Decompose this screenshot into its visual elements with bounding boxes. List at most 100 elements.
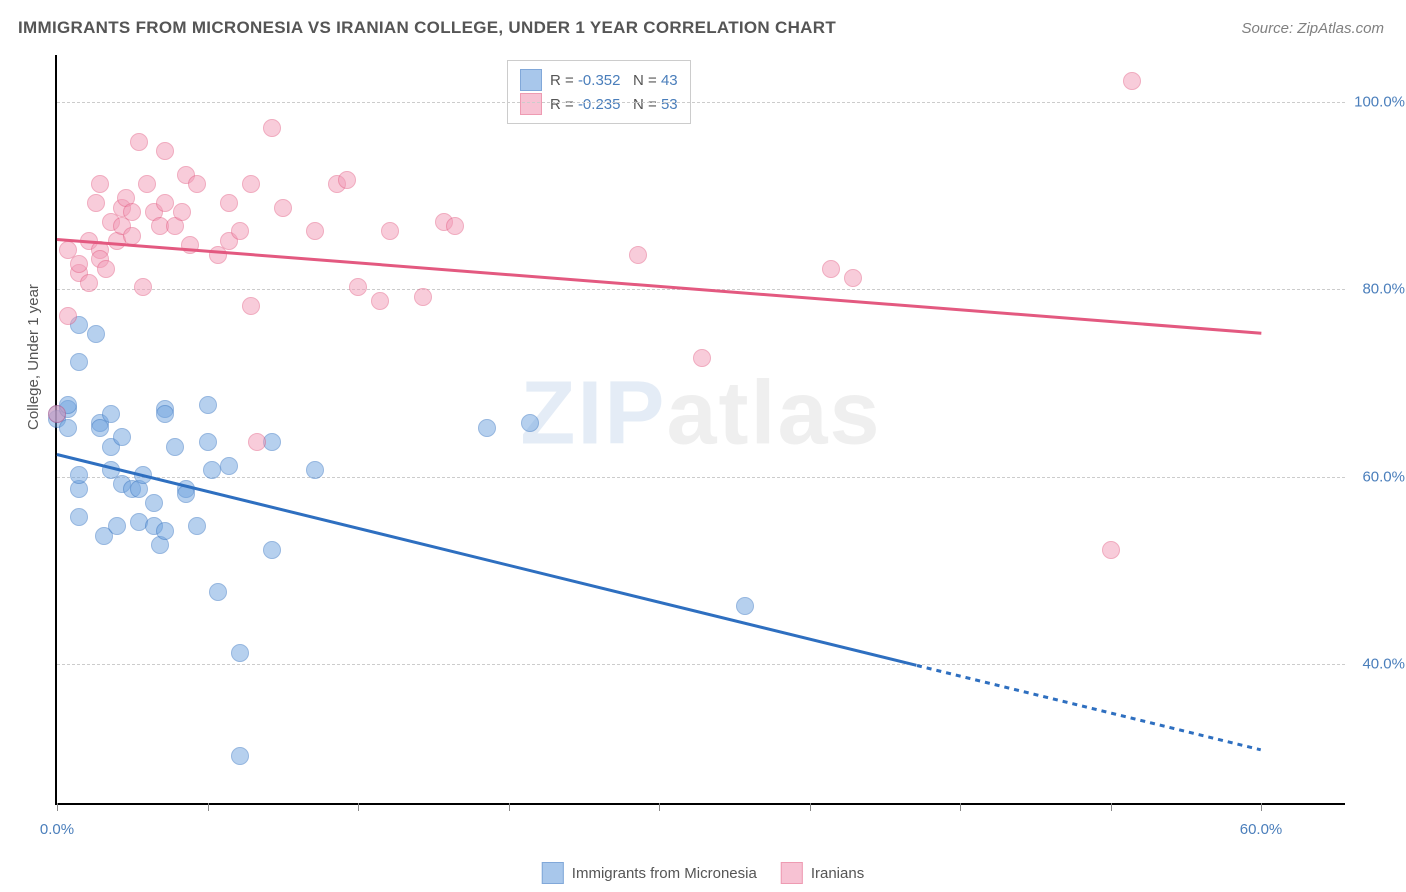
scatter-point xyxy=(80,274,98,292)
trend-line xyxy=(57,238,1261,334)
gridline xyxy=(57,664,1345,665)
scatter-point xyxy=(220,194,238,212)
scatter-point xyxy=(166,438,184,456)
trend-line xyxy=(57,453,918,666)
x-tick xyxy=(358,803,359,811)
legend-label: Immigrants from Micronesia xyxy=(572,865,757,882)
scatter-point xyxy=(173,203,191,221)
scatter-point xyxy=(156,142,174,160)
scatter-point xyxy=(48,405,66,423)
scatter-point xyxy=(134,278,152,296)
scatter-point xyxy=(381,222,399,240)
scatter-point xyxy=(274,199,292,217)
scatter-point xyxy=(242,297,260,315)
trend-line xyxy=(917,664,1262,751)
watermark-atlas: atlas xyxy=(666,364,881,464)
legend-item: Iranians xyxy=(781,862,864,884)
legend-row: R = -0.352 N = 43 xyxy=(520,69,678,91)
scatter-point xyxy=(248,433,266,451)
scatter-point xyxy=(70,466,88,484)
scatter-point xyxy=(306,222,324,240)
scatter-point xyxy=(59,307,77,325)
scatter-point xyxy=(156,522,174,540)
scatter-point xyxy=(87,325,105,343)
scatter-point xyxy=(521,414,539,432)
legend-stats: R = -0.235 N = 53 xyxy=(550,96,678,113)
scatter-point xyxy=(156,405,174,423)
legend-swatch xyxy=(542,862,564,884)
scatter-point xyxy=(145,494,163,512)
series-legend: Immigrants from Micronesia Iranians xyxy=(542,862,864,884)
x-tick xyxy=(659,803,660,811)
scatter-point xyxy=(220,457,238,475)
scatter-point xyxy=(70,353,88,371)
x-tick xyxy=(1261,803,1262,811)
watermark-zip: ZIP xyxy=(520,364,666,464)
scatter-point xyxy=(188,517,206,535)
legend-label: Iranians xyxy=(811,865,864,882)
scatter-point xyxy=(97,260,115,278)
legend-stats: R = -0.352 N = 43 xyxy=(550,72,678,89)
legend-swatch xyxy=(781,862,803,884)
scatter-point xyxy=(156,194,174,212)
scatter-point xyxy=(199,396,217,414)
scatter-point xyxy=(231,644,249,662)
x-tick xyxy=(57,803,58,811)
scatter-point xyxy=(629,246,647,264)
scatter-point xyxy=(91,175,109,193)
y-tick-label: 40.0% xyxy=(1362,656,1405,673)
scatter-point xyxy=(87,194,105,212)
legend-item: Immigrants from Micronesia xyxy=(542,862,757,884)
scatter-point xyxy=(414,288,432,306)
scatter-point xyxy=(188,175,206,193)
scatter-point xyxy=(70,508,88,526)
scatter-point xyxy=(70,255,88,273)
scatter-point xyxy=(102,405,120,423)
scatter-point xyxy=(306,461,324,479)
scatter-point xyxy=(478,419,496,437)
scatter-point xyxy=(822,260,840,278)
gridline xyxy=(57,477,1345,478)
scatter-point xyxy=(203,461,221,479)
scatter-point xyxy=(181,236,199,254)
y-tick-label: 80.0% xyxy=(1362,281,1405,298)
scatter-point xyxy=(693,349,711,367)
watermark: ZIPatlas xyxy=(520,363,881,466)
legend-row: R = -0.235 N = 53 xyxy=(520,93,678,115)
scatter-point xyxy=(123,203,141,221)
scatter-point xyxy=(130,133,148,151)
x-tick xyxy=(1111,803,1112,811)
source-attribution: Source: ZipAtlas.com xyxy=(1241,20,1384,37)
scatter-point xyxy=(231,747,249,765)
x-tick xyxy=(509,803,510,811)
scatter-point xyxy=(263,119,281,137)
scatter-point xyxy=(231,222,249,240)
scatter-point xyxy=(113,428,131,446)
scatter-point xyxy=(349,278,367,296)
scatter-point xyxy=(108,517,126,535)
legend-swatch xyxy=(520,69,542,91)
scatter-point xyxy=(844,269,862,287)
scatter-point xyxy=(138,175,156,193)
y-axis-label: College, Under 1 year xyxy=(25,284,42,430)
correlation-legend: R = -0.352 N = 43 R = -0.235 N = 53 xyxy=(507,60,691,124)
gridline xyxy=(57,102,1345,103)
scatter-point xyxy=(736,597,754,615)
scatter-point xyxy=(338,171,356,189)
scatter-point xyxy=(1123,72,1141,90)
scatter-point xyxy=(446,217,464,235)
scatter-point xyxy=(199,433,217,451)
legend-swatch xyxy=(520,93,542,115)
x-tick xyxy=(208,803,209,811)
y-tick-label: 100.0% xyxy=(1354,93,1405,110)
scatter-point xyxy=(371,292,389,310)
x-tick xyxy=(810,803,811,811)
x-tick-label: 0.0% xyxy=(40,821,74,838)
scatter-point xyxy=(209,583,227,601)
scatter-point xyxy=(242,175,260,193)
x-tick xyxy=(960,803,961,811)
x-tick-label: 60.0% xyxy=(1240,821,1283,838)
chart-title: IMMIGRANTS FROM MICRONESIA VS IRANIAN CO… xyxy=(18,18,836,38)
scatter-point xyxy=(123,227,141,245)
scatter-point xyxy=(1102,541,1120,559)
